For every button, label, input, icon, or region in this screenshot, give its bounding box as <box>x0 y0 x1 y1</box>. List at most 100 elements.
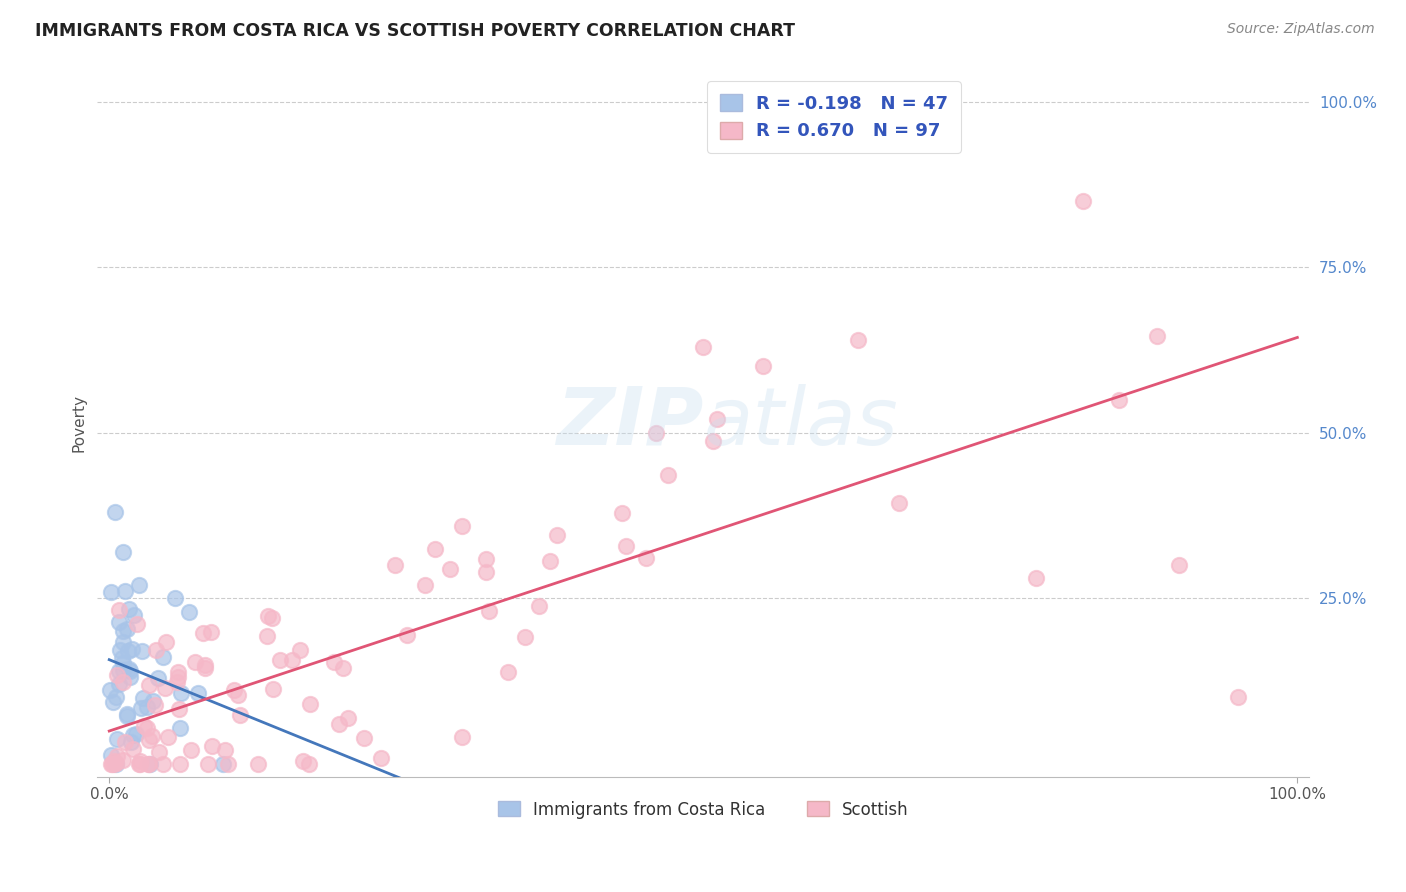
Point <box>222 682 245 697</box>
Point <box>384 558 406 572</box>
Point <box>124 607 146 622</box>
Point <box>138 678 160 692</box>
Point <box>513 630 536 644</box>
Point <box>214 743 236 757</box>
Point <box>281 653 304 667</box>
Point <box>1226 690 1249 705</box>
Point <box>751 359 773 374</box>
Point <box>167 665 190 680</box>
Point <box>139 756 162 771</box>
Point <box>211 756 233 771</box>
Point <box>337 711 360 725</box>
Point <box>1146 329 1168 343</box>
Point <box>692 340 714 354</box>
Text: ZIP: ZIP <box>555 384 703 462</box>
Point <box>152 756 174 771</box>
Point <box>128 578 150 592</box>
Point <box>187 685 209 699</box>
Point <box>100 756 122 771</box>
Point <box>105 731 128 746</box>
Point <box>128 756 150 771</box>
Point <box>439 562 461 576</box>
Point <box>111 753 134 767</box>
Point <box>180 743 202 757</box>
Point <box>129 754 152 768</box>
Point <box>257 608 280 623</box>
Point <box>138 756 160 771</box>
Point <box>108 602 131 616</box>
Point <box>194 657 217 672</box>
Point <box>152 650 174 665</box>
Point <box>200 624 222 639</box>
Point <box>169 721 191 735</box>
Point <box>194 660 217 674</box>
Point <box>117 622 139 636</box>
Point <box>104 505 127 519</box>
Point <box>110 643 132 657</box>
Point <box>291 754 314 768</box>
Point <box>129 700 152 714</box>
Point <box>332 661 354 675</box>
Point <box>155 681 177 695</box>
Point <box>108 615 131 630</box>
Point <box>396 628 419 642</box>
Point <box>100 756 122 771</box>
Point <box>112 545 135 559</box>
Point <box>478 603 501 617</box>
Point <box>103 695 125 709</box>
Point <box>163 591 186 606</box>
Point <box>177 605 200 619</box>
Point <box>111 663 134 677</box>
Point <box>197 756 219 771</box>
Point <box>107 664 129 678</box>
Point <box>104 756 127 770</box>
Point <box>846 333 869 347</box>
Point <box>634 550 657 565</box>
Point <box>353 731 375 745</box>
Point <box>657 467 679 482</box>
Point <box>328 716 350 731</box>
Point <box>269 653 291 667</box>
Point <box>702 434 724 448</box>
Legend: Immigrants from Costa Rica, Scottish: Immigrants from Costa Rica, Scottish <box>491 794 915 825</box>
Point <box>706 412 728 426</box>
Point <box>166 675 188 690</box>
Point <box>105 749 128 764</box>
Point <box>155 635 177 649</box>
Point <box>132 691 155 706</box>
Point <box>118 602 141 616</box>
Point <box>100 682 122 697</box>
Point <box>299 698 322 712</box>
Point <box>166 670 188 684</box>
Point <box>529 599 551 614</box>
Point <box>191 626 214 640</box>
Point <box>112 656 135 670</box>
Point <box>141 729 163 743</box>
Point <box>120 735 142 749</box>
Point <box>498 665 520 679</box>
Point <box>184 655 207 669</box>
Point <box>118 664 141 678</box>
Point <box>167 702 190 716</box>
Point <box>889 496 911 510</box>
Point <box>136 756 159 771</box>
Text: IMMIGRANTS FROM COSTA RICA VS SCOTTISH POVERTY CORRELATION CHART: IMMIGRANTS FROM COSTA RICA VS SCOTTISH P… <box>35 22 796 40</box>
Point <box>128 756 150 771</box>
Point <box>475 552 498 566</box>
Point <box>114 735 136 749</box>
Point <box>1167 558 1189 572</box>
Point <box>105 668 128 682</box>
Y-axis label: Poverty: Poverty <box>72 393 86 451</box>
Point <box>142 694 165 708</box>
Point <box>413 578 436 592</box>
Point <box>112 635 135 649</box>
Point <box>138 732 160 747</box>
Point <box>143 698 166 712</box>
Point <box>121 642 143 657</box>
Point <box>105 756 128 771</box>
Point <box>125 616 148 631</box>
Text: atlas: atlas <box>703 384 898 462</box>
Point <box>612 506 634 520</box>
Point <box>100 585 122 599</box>
Point <box>256 629 278 643</box>
